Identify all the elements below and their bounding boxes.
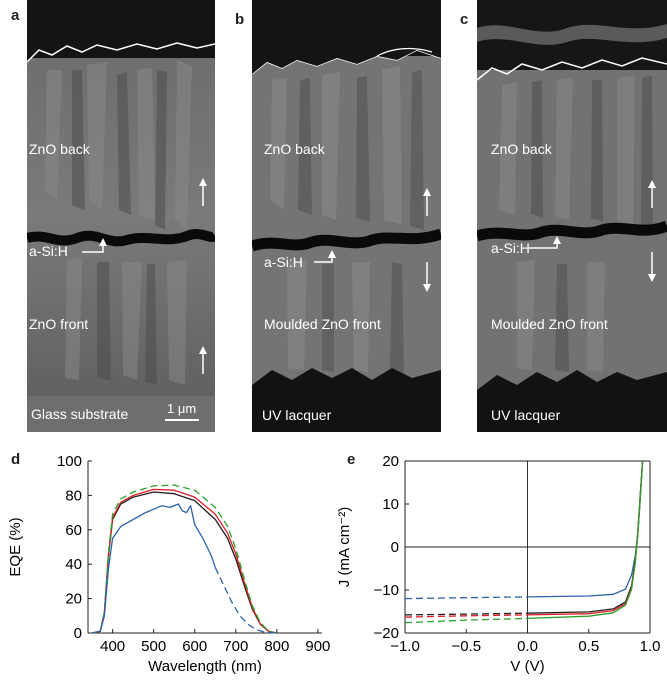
label-asi-b: a-Si:H (264, 254, 303, 270)
x-tick-label: 600 (182, 638, 207, 655)
label-asi-c: a-Si:H (491, 240, 530, 256)
x-tick-label: −1.0 (390, 638, 420, 655)
label-substrate-b: UV lacquer (262, 407, 332, 423)
y-axis-label: EQE (%) (7, 517, 24, 576)
label-zno-front-b: Moulded ZnO front (264, 316, 381, 332)
y-tick-label: 0 (74, 625, 82, 642)
series-line-1 (527, 460, 644, 598)
y-tick-label: −10 (374, 582, 399, 599)
label-zno-back-b: ZnO back (264, 141, 325, 157)
x-axis-label: Wavelength (nm) (148, 658, 262, 675)
x-tick-label: 500 (141, 638, 166, 655)
series-line-0 (91, 491, 277, 634)
x-tick-label: 700 (223, 638, 248, 655)
y-tick-label: 0 (391, 539, 399, 556)
label-zno-front-c: Moulded ZnO front (491, 316, 608, 332)
y-tick-label: 100 (57, 453, 82, 470)
y-tick-label: 20 (65, 591, 82, 608)
x-axis-label: V (V) (510, 658, 544, 675)
label-zno-back-a: ZnO back (29, 141, 90, 157)
x-tick-label: 400 (100, 638, 125, 655)
series-line-1 (91, 488, 277, 634)
x-tick-label: 1.0 (640, 638, 661, 655)
y-axis-label: J (mA cm⁻²) (336, 507, 353, 587)
series-line-2 (91, 484, 277, 634)
sem-image-c: ZnO back a-Si:H Moulded ZnO front UV lac… (477, 0, 667, 432)
label-zno-back-c: ZnO back (491, 141, 552, 157)
series-line-0 (404, 596, 528, 600)
x-tick-label: 900 (305, 638, 330, 655)
y-tick-label: 10 (382, 496, 399, 513)
label-substrate-c: UV lacquer (491, 407, 561, 423)
sem-image-b: ZnO back a-Si:H Moulded ZnO front UV lac… (252, 0, 441, 432)
sem-texture-c (477, 0, 667, 432)
panel-letter-e: e (347, 451, 356, 468)
eqe-chart: 400 500 600 700 800 900 0 20 40 60 80 100 Wavelength… (7, 453, 330, 675)
panel-letter-b: b (235, 11, 245, 28)
y-tick-label: 40 (65, 556, 82, 573)
label-zno-front-a: ZnO front (29, 316, 89, 332)
y-tick-label: 20 (382, 453, 399, 470)
series-line-2 (404, 612, 528, 616)
sem-texture-a (27, 0, 215, 432)
series-line-3 (91, 503, 216, 634)
sem-image-a: ZnO back a-Si:H ZnO front Glass substrat… (27, 0, 215, 432)
label-asi-a: a-Si:H (29, 243, 68, 259)
scale-bar-label: 1 μm (167, 401, 197, 416)
y-tick-label: 80 (65, 487, 82, 504)
series-line-4 (214, 567, 277, 634)
panel-letter-a: a (11, 7, 20, 24)
jv-chart: −1.0 −0.5 0.0 0.5 1.0 −20 −10 0 10 20 V (V) J (mA c… (336, 453, 661, 675)
x-tick-label: −0.5 (451, 638, 481, 655)
x-tick-label: 0.0 (517, 638, 538, 655)
x-tick-label: 800 (264, 638, 289, 655)
y-tick-label: −20 (374, 625, 399, 642)
series-line-5 (527, 460, 644, 616)
sem-texture-b (252, 0, 441, 432)
panel-letter-d: d (11, 451, 21, 468)
panel-letter-c: c (460, 11, 469, 28)
x-tick-label: 0.5 (578, 638, 599, 655)
series-line-7 (527, 460, 644, 620)
label-substrate-a: Glass substrate (31, 406, 129, 422)
series-line-4 (404, 614, 528, 618)
series-line-6 (404, 617, 528, 624)
y-tick-label: 60 (65, 522, 82, 539)
series-line-3 (527, 460, 644, 614)
